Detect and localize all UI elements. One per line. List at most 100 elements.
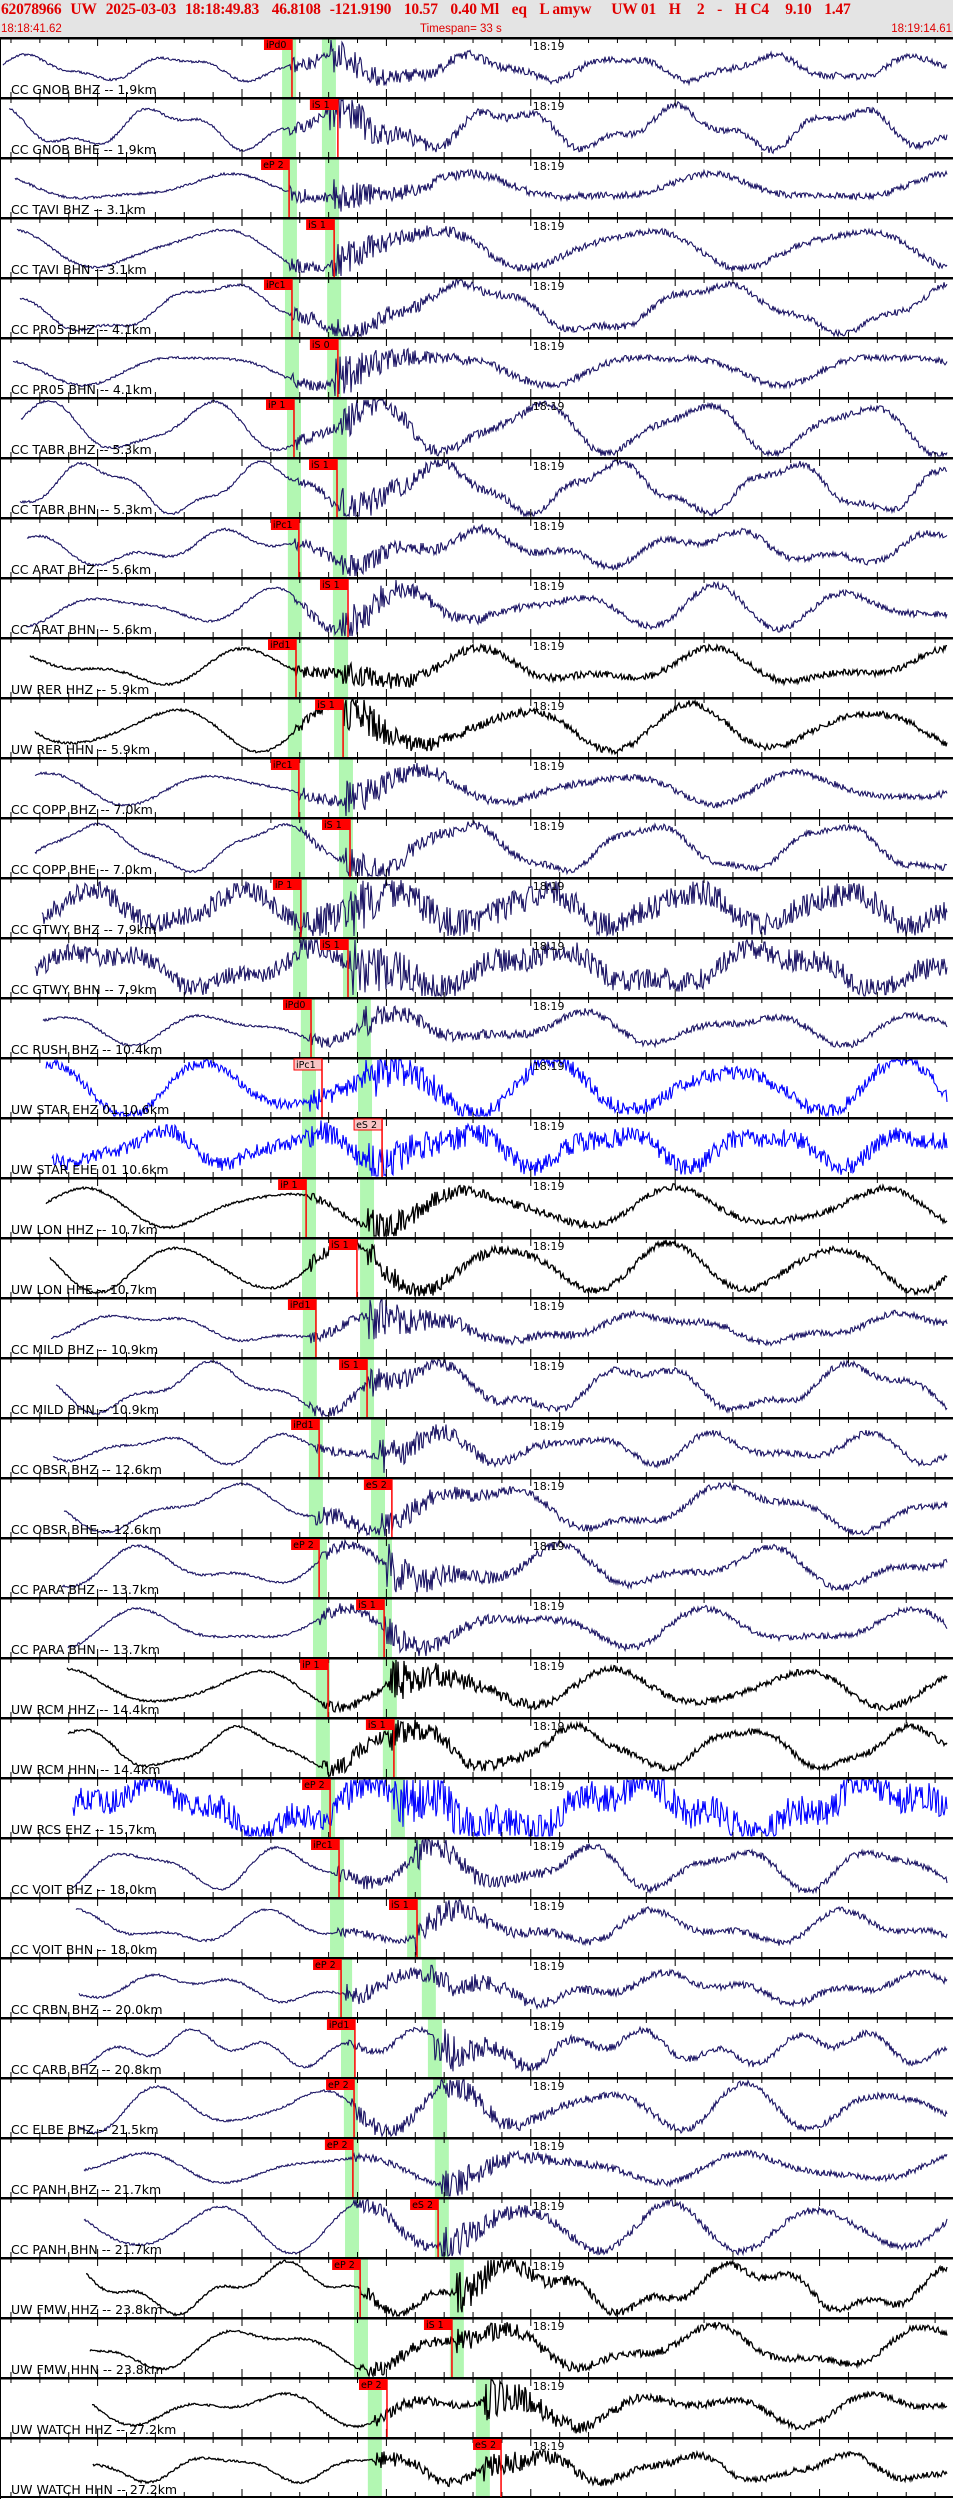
pick-label-box[interactable] — [263, 279, 292, 290]
trace-row[interactable]: 18:19 iP 1 UW LON HHZ -- 10.7km — [0, 1177, 953, 1239]
pick-label-box[interactable] — [356, 1599, 385, 1610]
trace-row[interactable]: 18:19 iS 1 UW LON HHE -- 10.7km — [0, 1237, 953, 1299]
trace-row[interactable]: 18:19 eS 2 CC PANH BHN -- 21.7km — [0, 2197, 953, 2259]
trace-row[interactable]: 18:19 iP 1 CC TABR BHZ -- 5.3km — [0, 397, 953, 459]
pick-label-box[interactable] — [272, 879, 301, 890]
phase-pick[interactable]: iP 1 — [265, 399, 295, 457]
pick-label-box[interactable] — [309, 339, 338, 350]
trace-row[interactable]: 18:19 eP 2 CC CRBN BHZ -- 20.0km — [0, 1957, 953, 2019]
pick-label-box[interactable] — [300, 1659, 329, 1670]
trace-row[interactable]: 18:19 iS 1 CC GTWY BHN -- 7.9km — [0, 937, 953, 999]
phase-pick[interactable]: eP 2 — [358, 2379, 388, 2437]
pick-label-box[interactable] — [291, 1419, 320, 1430]
phase-pick[interactable]: eS 2 — [363, 1479, 393, 1537]
phase-pick[interactable]: iS 1 — [389, 1899, 418, 1957]
trace-row[interactable]: 18:19 iS 1 CC TABR BHN -- 5.3km — [0, 457, 953, 519]
pick-label-box[interactable] — [311, 1839, 340, 1850]
phase-pick[interactable]: iS 1 — [356, 1599, 385, 1657]
trace-row[interactable]: 18:19 iP 1 UW RCM HHZ -- 14.4km — [0, 1657, 953, 1719]
phase-pick[interactable]: iP 1 — [300, 1659, 329, 1717]
phase-pick[interactable]: iS 1 — [322, 819, 351, 877]
trace-row[interactable]: 18:19 eS 2 UW STAR EHE 01 10.6km — [0, 1117, 953, 1179]
phase-pick[interactable]: eS 2 — [410, 2199, 439, 2257]
trace-row[interactable]: 18:19 eS 2 UW WATCH HHN -- 27.2km — [0, 2437, 953, 2499]
trace-row[interactable]: 18:19 iS 1 UW FMW HHN -- 23.8km — [0, 2317, 953, 2379]
phase-pick[interactable]: iS 1 — [319, 939, 349, 997]
phase-pick[interactable]: eP 2 — [332, 2259, 361, 2317]
pick-label-box[interactable] — [270, 759, 299, 770]
phase-pick[interactable]: iP 1 — [278, 1179, 307, 1237]
trace-row[interactable]: 18:19 iS 1 CC GNOB BHE -- 1.9km — [0, 97, 953, 159]
pick-label-box[interactable] — [339, 1359, 368, 1370]
pick-label-box[interactable] — [270, 519, 299, 530]
trace-row[interactable]: 18:19 iS 0 CC PR05 BHN -- 4.1km — [0, 337, 953, 399]
pick-label-box[interactable] — [332, 2259, 361, 2270]
trace-row[interactable]: 18:19 iS 1 CC ARAT BHN -- 5.6km — [0, 577, 953, 639]
trace-row[interactable]: 18:19 iPd1 CC OBSR BHZ -- 12.6km — [0, 1417, 953, 1479]
pick-label-box[interactable] — [363, 1479, 392, 1490]
phase-pick[interactable]: iPc1 — [263, 279, 293, 337]
phase-pick[interactable]: eP 2 — [326, 2079, 355, 2137]
trace-row[interactable]: 18:19 iS 1 CC TAVI BHN -- 3.1km — [0, 217, 953, 279]
trace-row[interactable]: 18:19 eP 2 CC ELBE BHZ -- 21.5km — [0, 2077, 953, 2139]
pick-label-box[interactable] — [324, 2139, 353, 2150]
phase-pick[interactable]: iS 1 — [309, 99, 339, 157]
phase-pick[interactable]: iPc1 — [293, 1058, 323, 1117]
trace-row[interactable]: 18:19 iPc1 CC ARAT BHZ -- 5.6km — [0, 517, 953, 579]
pick-label-box[interactable] — [473, 2439, 502, 2450]
pick-label-box[interactable] — [268, 639, 297, 650]
pick-label-box[interactable] — [283, 999, 312, 1010]
trace-row[interactable]: 18:19 eP 2 CC TAVI BHZ -- 3.1km — [0, 157, 953, 219]
phase-pick[interactable]: eS 2 — [473, 2439, 502, 2497]
trace-row[interactable]: 18:19 iS 1 CC MILD BHN -- 10.9km — [0, 1357, 953, 1419]
phase-pick[interactable]: iPd1 — [326, 2019, 356, 2077]
phase-pick[interactable]: iS 1 — [319, 579, 349, 637]
pick-label-box[interactable] — [315, 699, 344, 710]
trace-row[interactable]: 18:19 eP 2 CC PANH BHZ -- 21.7km — [0, 2137, 953, 2199]
phase-pick[interactable]: iPd0 — [263, 39, 293, 97]
phase-pick[interactable]: iS 1 — [309, 459, 338, 517]
trace-row[interactable]: 18:19 iS 1 UW RCM HHN -- 14.4km — [0, 1717, 953, 1779]
phase-pick[interactable]: iPc1 — [270, 519, 300, 577]
trace-row[interactable]: 18:19 iPd1 CC MILD BHZ -- 10.9km — [0, 1297, 953, 1359]
pick-label-box[interactable] — [319, 939, 348, 950]
phase-pick[interactable]: eP 2 — [302, 1779, 331, 1837]
pick-label-box[interactable] — [328, 1239, 357, 1250]
phase-pick[interactable]: iS 1 — [328, 1239, 358, 1297]
pick-label-box[interactable] — [326, 2079, 355, 2090]
phase-pick[interactable]: eP 2 — [324, 2139, 354, 2197]
phase-pick[interactable]: eS 2 — [353, 1118, 383, 1177]
pick-label-box[interactable] — [287, 1299, 316, 1310]
trace-row[interactable]: 18:19 eS 2 CC OBSR BHE -- 12.6km — [0, 1477, 953, 1539]
phase-pick[interactable]: eP 2 — [313, 1959, 342, 2017]
trace-row[interactable]: 18:19 eP 2 UW WATCH HHZ -- 27.2km — [0, 2377, 953, 2439]
phase-pick[interactable]: iS 1 — [423, 2319, 453, 2377]
trace-row[interactable]: 18:19 iPd1 CC CARB BHZ -- 20.8km — [0, 2017, 953, 2079]
trace-row[interactable]: 18:19 iP 1 CC GTWY BHZ -- 7.9km — [0, 877, 953, 939]
phase-pick[interactable]: iS 1 — [339, 1359, 368, 1417]
trace-row[interactable]: 18:19 iPd0 CC RUSH BHZ -- 10.4km — [0, 997, 953, 1059]
pick-label-box[interactable] — [313, 1959, 342, 1970]
phase-pick[interactable]: eP 2 — [261, 159, 290, 217]
pick-label-box[interactable] — [358, 2379, 387, 2390]
trace-row[interactable]: 18:19 iPc1 CC COPP BHZ -- 7.0km — [0, 757, 953, 819]
pick-label-box[interactable] — [302, 1779, 331, 1790]
phase-pick[interactable]: iP 1 — [272, 879, 302, 937]
trace-row[interactable]: 18:19 iS 1 CC VOIT BHN -- 18.0km — [0, 1897, 953, 1959]
pick-label-box[interactable] — [261, 159, 290, 170]
pick-label-box[interactable] — [306, 219, 335, 230]
pick-label-box[interactable] — [322, 819, 351, 830]
trace-row[interactable]: 18:19 eP 2 CC PARA BHZ -- 13.7km — [0, 1537, 953, 1599]
phase-pick[interactable]: eP 2 — [291, 1539, 320, 1597]
phase-pick[interactable]: iPc1 — [270, 759, 300, 817]
trace-row[interactable]: 18:19 iPc1 CC VOIT BHZ -- 18.0km — [0, 1837, 953, 1899]
pick-label-box[interactable] — [389, 1899, 418, 1910]
trace-row[interactable]: 18:19 eP 2 UW RCS EHZ -- 15.7km — [0, 1777, 953, 1839]
trace-row[interactable]: 18:19 eP 2 UW FMW HHZ -- 23.8km — [0, 2257, 953, 2319]
phase-pick[interactable]: iPd0 — [283, 999, 312, 1057]
trace-row[interactable]: 18:19 iPc1 CC PR05 BHZ -- 4.1km — [0, 277, 953, 339]
phase-pick[interactable]: iS 1 — [315, 699, 344, 757]
phase-pick[interactable]: iS 0 — [309, 339, 339, 397]
phase-pick[interactable]: iPd1 — [268, 639, 297, 697]
phase-pick[interactable]: iS 1 — [365, 1719, 395, 1777]
